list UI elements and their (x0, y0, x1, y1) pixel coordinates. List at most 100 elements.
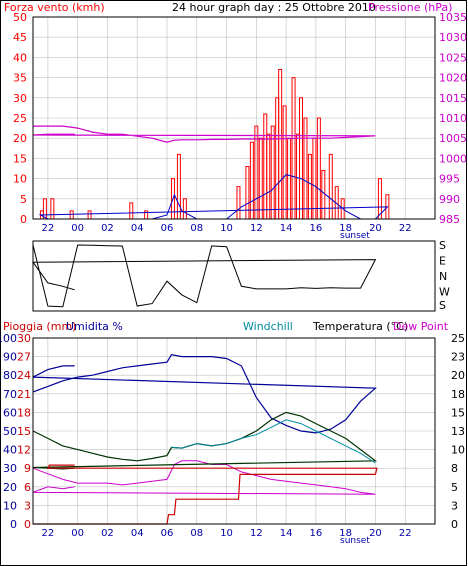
temperature-tick-label: 25 (451, 332, 465, 345)
wind-gust-bar (307, 153, 312, 219)
bottom-x-tick-label: 14 (280, 528, 293, 539)
wind-tick-label: 40 (13, 51, 27, 64)
wind-direction-line (32, 244, 377, 308)
wind-gust-bar (340, 198, 345, 219)
humidity-tick-label: 90 (3, 351, 17, 364)
temperature-tick-label: 23 (451, 351, 465, 364)
pressure-tick-label: 1010 (439, 112, 467, 125)
wind-tick-label: 30 (13, 92, 27, 105)
wind-tick-label: 50 (13, 11, 27, 24)
rain-line (33, 464, 378, 525)
sunset-label: sunset (340, 231, 370, 241)
wind-axis-label: Forza vento (kmh) (4, 1, 105, 14)
wind-chart-frame (32, 16, 436, 220)
bottom-x-tick-label: 06 (161, 528, 174, 539)
temperature-tick-label: 20 (451, 369, 465, 382)
dewpoint-label: Dew Point (393, 320, 449, 333)
wind-tick-label: 20 (13, 132, 27, 145)
dewpoint-line (32, 460, 376, 495)
rain-tick-label: 30 (17, 332, 31, 345)
humidity-tick-label: 60 (3, 406, 17, 419)
wind-gust-bar (87, 210, 92, 219)
bottom-x-tick-label: 00 (71, 528, 84, 539)
windchill-line (171, 419, 376, 464)
pressure-line (32, 125, 376, 143)
wind-gust-bar (282, 105, 287, 219)
wind-x-tick-label: 18 (339, 223, 352, 234)
temperature-tick-label: 13 (451, 425, 465, 438)
rain-tick-label: 3 (24, 499, 31, 512)
wind-gust-bar (270, 125, 275, 219)
wind-gust-bar (69, 210, 74, 219)
wind-gust-bar (50, 198, 55, 219)
bottom-chart-frame (32, 337, 436, 525)
pressure-tick-label: 995 (439, 173, 460, 186)
bottom-x-tick-label: 08 (190, 528, 203, 539)
wind-x-tick-label: 20 (369, 223, 382, 234)
humidity-tick-label: 40 (3, 444, 17, 457)
rain-tick-label: 9 (24, 462, 31, 475)
humidity-tick-label: 50 (3, 425, 17, 438)
wind-gust-bar (182, 198, 187, 219)
temperature-axis-label: Temperatura (°C) (312, 320, 408, 333)
rain-tick-label: 12 (17, 444, 31, 457)
wind-gust-bar (176, 153, 181, 219)
wind-gust-bar (266, 133, 271, 219)
rain-axis-label: Pioggia (mm) (3, 320, 76, 333)
humidity-tick-label: 70 (3, 388, 17, 401)
temperature-line (32, 411, 378, 470)
wind-gust-bar (321, 170, 326, 219)
wind-x-tick-label: 00 (71, 223, 84, 234)
wind-x-tick-label: 16 (310, 223, 323, 234)
bottom-x-tick-label: 10 (220, 528, 233, 539)
pressure-tick-label: 1020 (439, 72, 467, 85)
bottom-x-tick-label: 12 (250, 528, 263, 539)
wind-gust-bar (299, 97, 303, 219)
wind-x-tick-label: 12 (250, 223, 263, 234)
wind-gust-bar (254, 125, 259, 219)
wind-gust-bar (245, 165, 250, 219)
pressure-tick-label: 1030 (439, 31, 467, 44)
wind-gust-bar (278, 69, 283, 219)
pressure-tick-label: 1025 (439, 51, 467, 64)
wind-x-tick-label: 22 (42, 223, 55, 234)
bottom-x-tick-label: 22 (399, 528, 412, 539)
wind-x-tick-label: 02 (101, 223, 114, 234)
humidity-tick-label: 30 (3, 462, 17, 475)
humidity-axis-label: Umidita % (66, 320, 123, 333)
direction-tick-label: N (439, 270, 447, 283)
wind-x-tick-label: 08 (190, 223, 203, 234)
temperature-humidity-chart: 0010320630940125015601870218024902710030… (0, 320, 465, 546)
wind-x-tick-label: 10 (220, 223, 233, 234)
wind-gust-bar (377, 178, 382, 219)
wind-tick-label: 15 (13, 152, 27, 165)
chart-title: 24 hour graph day : 25 Ottobre 2010 (172, 1, 376, 14)
temperature-tick-label: 18 (451, 388, 465, 401)
windchill-label: Windchill (243, 320, 293, 333)
wind-gust-bar (236, 186, 241, 219)
wind-tick-label: 25 (13, 112, 27, 125)
temperature-tick-label: 10 (451, 444, 465, 457)
wind-x-tick-label: 06 (161, 223, 174, 234)
wind-x-tick-label: 22 (399, 223, 412, 234)
rain-tick-label: 0 (24, 518, 31, 531)
direction-tick-label: E (439, 255, 446, 268)
rain-tick-label: 24 (17, 369, 31, 382)
temperature-tick-label: 3 (451, 499, 458, 512)
humidity-tick-label: 80 (3, 369, 17, 382)
wind-gust-bar (129, 202, 134, 219)
bottom-x-tick-label: 18 (339, 528, 352, 539)
humidity-tick-label: 20 (3, 481, 17, 494)
bottom-x-tick-label: 04 (131, 528, 144, 539)
direction-tick-label: S (439, 239, 446, 252)
direction-tick-label: S (439, 299, 446, 312)
temperature-tick-label: 8 (451, 462, 458, 475)
bottom-x-tick-label: 20 (369, 528, 382, 539)
humidity-tick-label: 10 (3, 499, 17, 512)
wind-gust-bar (316, 117, 321, 219)
rain-tick-label: 15 (17, 425, 31, 438)
rain-tick-label: 21 (17, 388, 31, 401)
temperature-tick-label: 0 (451, 518, 458, 531)
